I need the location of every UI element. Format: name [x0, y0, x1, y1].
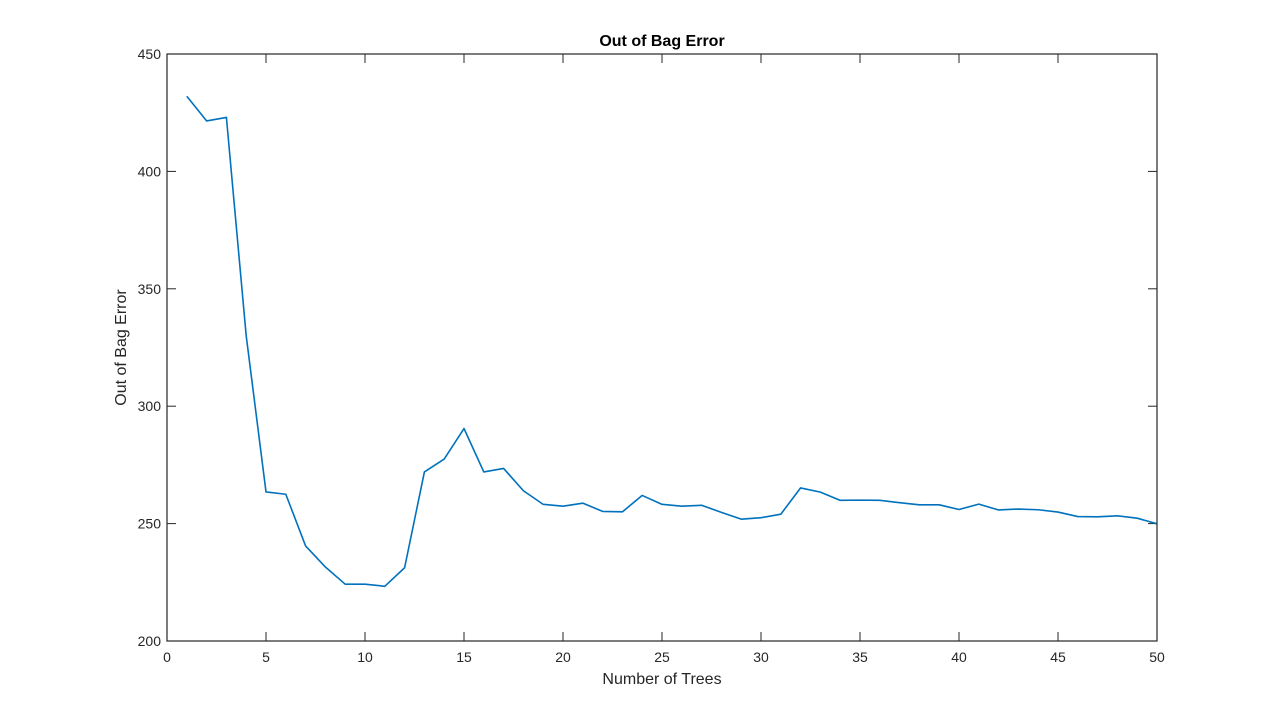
chart-title: Out of Bag Error	[599, 33, 724, 50]
y-tick-label-2: 300	[138, 398, 162, 414]
x-tick-label-9: 45	[1050, 649, 1066, 665]
x-tick-label-3: 15	[456, 649, 472, 665]
x-tick-label-8: 40	[951, 649, 967, 665]
plot-frame	[166, 53, 1158, 642]
axis-tick-labels: 0 5 10 15 20 25 30 35 40 45 50 200 250 300 350 400 450	[138, 46, 1165, 665]
y-tick-label-0: 200	[138, 633, 162, 649]
plot-area	[167, 54, 1157, 641]
x-tick-label-5: 25	[654, 649, 670, 665]
x-tick-label-10: 50	[1149, 649, 1165, 665]
y-tick-label-1: 250	[138, 516, 162, 532]
x-tick-label-1: 5	[262, 649, 270, 665]
x-tick-label-4: 20	[555, 649, 571, 665]
x-tick-label-7: 35	[852, 649, 868, 665]
y-tick-label-3: 350	[138, 281, 162, 297]
series-line	[186, 95, 1158, 588]
x-axis-title: Number of Trees	[602, 671, 721, 688]
x-tick-label-0: 0	[163, 649, 171, 665]
y-tick-label-4: 400	[138, 163, 162, 179]
x-tick-label-6: 30	[753, 649, 769, 665]
y-tick-label-5: 450	[138, 46, 162, 62]
y-axis-title: Out of Bag Error	[113, 289, 130, 406]
x-tick-label-2: 10	[357, 649, 373, 665]
